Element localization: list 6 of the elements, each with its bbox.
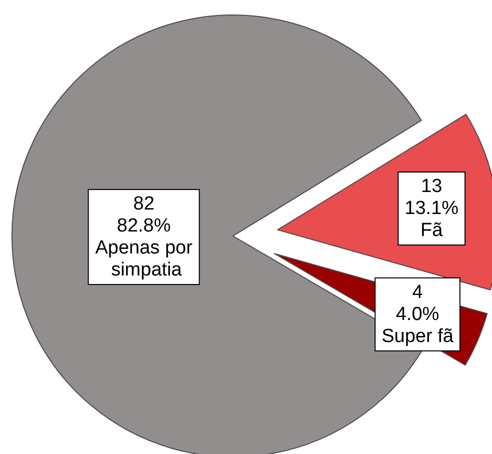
data-label: 82 82.8% xyxy=(116,193,171,236)
data-label: 4 4.0% xyxy=(396,282,440,325)
slice-label: Super fã xyxy=(382,326,454,347)
data-label: 13 13.1% xyxy=(404,176,459,220)
slice-label: Fã xyxy=(420,220,444,242)
slice-label: Apenas por simpatia xyxy=(95,237,194,280)
